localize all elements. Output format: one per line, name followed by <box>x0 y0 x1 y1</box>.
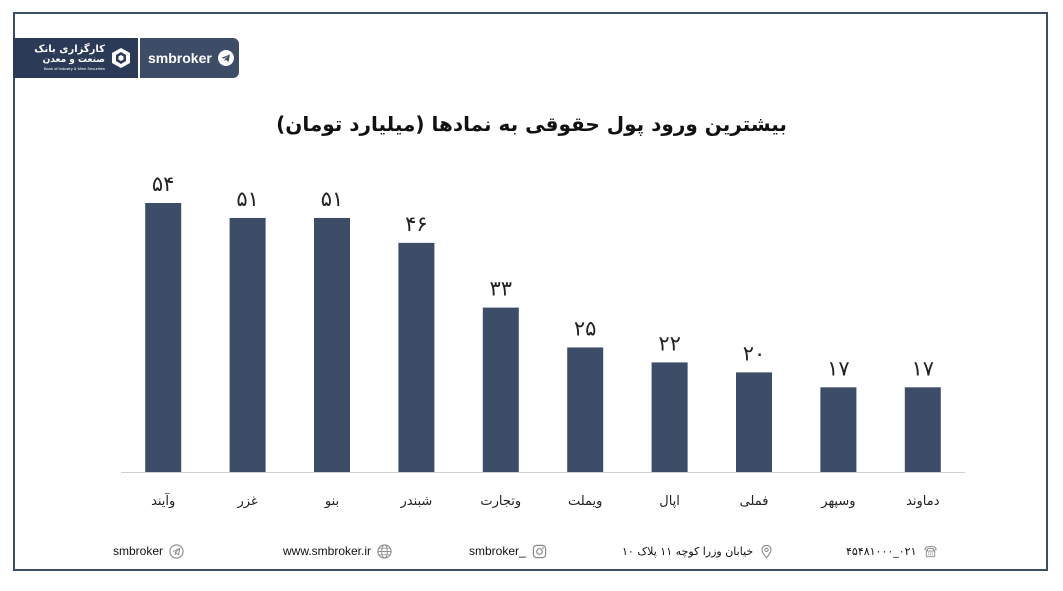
bar-1 <box>145 203 182 472</box>
category-label: وسپهر <box>820 494 855 509</box>
footer-telegram-handle: smbroker <box>113 544 164 558</box>
bar-6 <box>567 347 604 472</box>
bar-value-label: ۵۱ <box>321 187 344 211</box>
bar-value-label: ۲۵ <box>574 316 597 340</box>
footer-phone-number: ۰۲۱_۴۵۴۸۱۰۰۰ <box>846 544 917 558</box>
bar-9 <box>820 387 857 472</box>
footer-telegram[interactable]: smbroker <box>113 541 184 561</box>
footer-address: خیابان وزرا کوچه ۱۱ پلاک ۱۰ <box>622 541 774 561</box>
footer-phone[interactable]: ۰۲۱_۴۵۴۸۱۰۰۰ <box>846 541 938 561</box>
category-label: وآیند <box>151 492 175 509</box>
logo: کارگزاری بانک صنعت و معدن Bank of Indust… <box>13 38 140 78</box>
chart-frame <box>13 12 1048 571</box>
logo-line-3: Bank of Industry & Mine Securities <box>43 66 105 71</box>
logo-text: کارگزاری بانک صنعت و معدن Bank of Indust… <box>34 45 105 71</box>
category-label: ویملت <box>568 494 602 509</box>
bar-series: ۵۴ وآیند ۵۱ غزر ۵۱ بنو ۴۶ شبندر ۳۳ وتجارت ۲۵ ویملت ۲… <box>145 172 941 509</box>
category-label: بنو <box>324 494 339 509</box>
bar-value-label: ۳۳ <box>490 277 513 301</box>
globe-icon <box>377 543 392 559</box>
footer-website[interactable]: www.smbroker.ir <box>283 541 392 561</box>
category-label: اپال <box>659 494 680 509</box>
telegram-outline-icon <box>169 543 184 559</box>
footer-address-text: خیابان وزرا کوچه ۱۱ پلاک ۱۰ <box>622 544 754 558</box>
instagram-icon <box>532 544 546 558</box>
bar-2 <box>229 217 266 472</box>
category-label: شبندر <box>399 494 432 509</box>
location-pin-icon <box>761 544 772 558</box>
logo-line-1: کارگزاری بانک <box>34 44 105 55</box>
bar-value-label: ۱۷ <box>912 356 935 380</box>
chart-title: بیشترین ورود پول حقوقی به نمادها (میلیار… <box>276 112 787 136</box>
bar-value-label: ۵۱ <box>236 187 259 211</box>
category-label: دماوند <box>906 494 940 509</box>
bar-value-label: ۱۷ <box>827 356 850 380</box>
category-label: غزر <box>236 494 257 509</box>
bar-value-label: ۴۶ <box>405 212 428 236</box>
bar-value-label: ۲۰ <box>743 341 766 365</box>
bar-value-label: ۵۴ <box>152 172 175 196</box>
bar-10 <box>904 387 941 472</box>
bar-7 <box>651 362 688 472</box>
brand-handle[interactable]: smbroker <box>148 50 212 66</box>
cube-logo-icon <box>112 48 130 68</box>
bar-4 <box>398 242 435 472</box>
bar-5 <box>482 307 519 472</box>
telegram-icon[interactable] <box>217 50 234 66</box>
category-label: وتجارت <box>480 494 521 509</box>
logo-line-2: صنعت و معدن <box>42 55 105 65</box>
footer-instagram[interactable]: smbroker_ <box>469 541 547 561</box>
footer-instagram-handle: smbroker_ <box>469 544 526 558</box>
footer: smbroker www.smbroker.ir smbroker_ خیابا… <box>0 541 1063 561</box>
bar-3 <box>314 217 350 472</box>
bar-8 <box>736 372 772 472</box>
brand-bar: کارگزاری بانک صنعت و معدن Bank of Indust… <box>13 38 239 78</box>
category-label: فملی <box>740 494 769 509</box>
telephone-icon <box>923 545 937 557</box>
footer-website-url: www.smbroker.ir <box>283 544 372 558</box>
bar-value-label: ۲۲ <box>658 331 681 355</box>
